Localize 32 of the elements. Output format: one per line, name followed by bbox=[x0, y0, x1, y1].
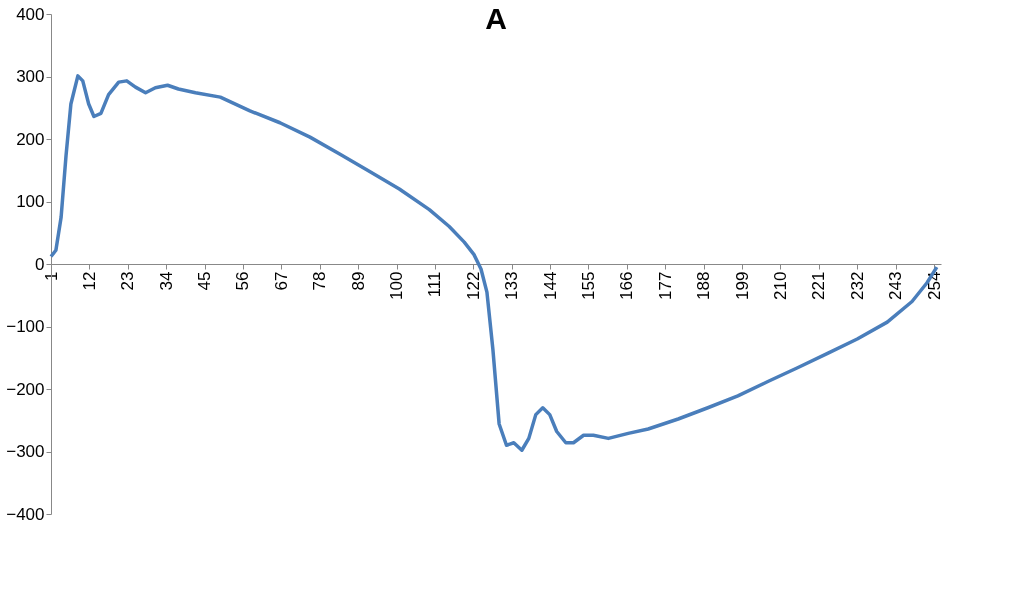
x-tick-label: 100 bbox=[387, 271, 407, 300]
y-tick-label: −100 bbox=[6, 317, 45, 336]
y-tick-label: 400 bbox=[16, 4, 45, 24]
x-tick-label: 243 bbox=[886, 271, 906, 300]
y-tick-label: 300 bbox=[16, 67, 45, 86]
x-tick-label: 23 bbox=[118, 271, 138, 291]
y-tick-label: 100 bbox=[16, 192, 45, 211]
y-tick-label: −200 bbox=[6, 379, 45, 399]
x-tick-label: 34 bbox=[156, 271, 176, 291]
x-tick-label: 56 bbox=[233, 271, 253, 291]
x-tick-label: 155 bbox=[578, 271, 598, 300]
x-tick-label: 67 bbox=[271, 271, 291, 291]
x-tick-label: 221 bbox=[809, 271, 829, 300]
x-tick-label: 78 bbox=[310, 271, 330, 291]
chart-title: A bbox=[485, 2, 507, 35]
y-tick-label: −300 bbox=[6, 442, 45, 461]
x-tick-label: 122 bbox=[463, 271, 483, 300]
x-tick-label: 111 bbox=[425, 271, 445, 298]
x-tick-label: 210 bbox=[770, 271, 790, 300]
x-tick-label: 232 bbox=[847, 271, 867, 300]
x-tick-label: 177 bbox=[655, 271, 675, 300]
x-tick-label: 12 bbox=[79, 271, 99, 291]
x-tick-label: 166 bbox=[617, 271, 637, 300]
x-tick-label: 89 bbox=[348, 271, 368, 291]
x-tick-label: 199 bbox=[732, 271, 752, 300]
x-tick-label: 133 bbox=[502, 271, 522, 300]
y-tick-label: 0 bbox=[35, 254, 45, 274]
y-tick-label: 200 bbox=[16, 129, 45, 149]
y-tick-label: −400 bbox=[6, 504, 45, 524]
x-tick-label: 188 bbox=[694, 271, 714, 300]
x-tick-label: 144 bbox=[540, 271, 560, 300]
x-tick-label: 45 bbox=[195, 271, 215, 291]
